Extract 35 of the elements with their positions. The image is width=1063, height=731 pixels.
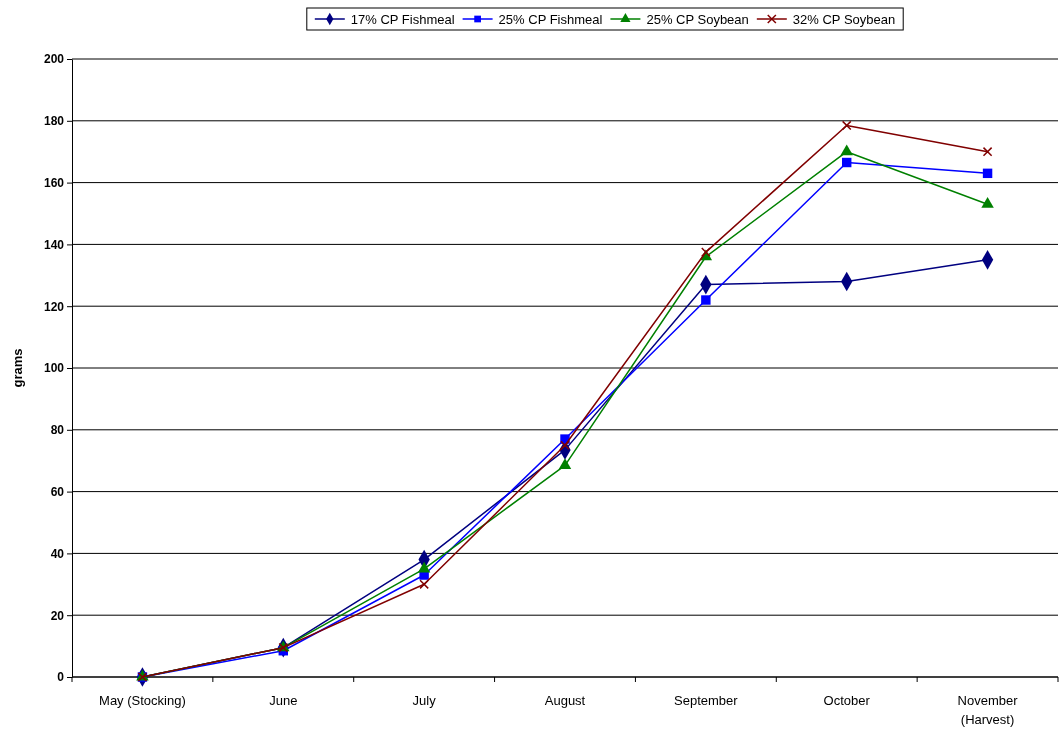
y-tick-label: 100 bbox=[43, 361, 65, 376]
point bbox=[417, 561, 431, 573]
y-tick-label: 60 bbox=[50, 484, 65, 499]
point bbox=[560, 440, 570, 451]
x-tick-label: May (Stocking) bbox=[99, 693, 186, 708]
y-tick-label: 140 bbox=[43, 237, 65, 252]
point bbox=[558, 458, 572, 469]
point bbox=[419, 579, 429, 590]
x-tick-label: October bbox=[823, 693, 871, 708]
legend-label: 25% CP Fishmeal bbox=[498, 12, 603, 27]
y-axis-title: grams bbox=[10, 348, 25, 388]
y-tick-label: 180 bbox=[43, 114, 65, 129]
point bbox=[982, 168, 993, 179]
legend-label: 32% CP Soybean bbox=[792, 12, 896, 27]
y-tick-label: 160 bbox=[43, 175, 65, 190]
y-tick-label: 0 bbox=[57, 670, 65, 685]
x-tick-label: August bbox=[544, 693, 586, 708]
point bbox=[841, 120, 852, 131]
legend-label: 25% CP Soybean bbox=[646, 12, 749, 27]
y-tick-label: 20 bbox=[50, 608, 65, 623]
point bbox=[701, 295, 711, 305]
point bbox=[981, 197, 994, 208]
x-tick-label: November (Harvest) bbox=[957, 693, 1019, 727]
point bbox=[982, 146, 993, 157]
legend-label: 17% CP Fishmeal bbox=[350, 12, 455, 27]
y-tick-label: 40 bbox=[50, 546, 65, 561]
x-tick-label: July bbox=[412, 693, 437, 708]
y-tick-label: 120 bbox=[43, 299, 65, 314]
x-tick-label: June bbox=[269, 693, 298, 708]
point bbox=[842, 157, 852, 168]
x-tick-label: September bbox=[674, 693, 739, 708]
y-tick-label: 80 bbox=[50, 423, 65, 438]
point bbox=[840, 144, 853, 156]
point bbox=[701, 247, 711, 257]
y-tick-label: 200 bbox=[43, 52, 65, 67]
